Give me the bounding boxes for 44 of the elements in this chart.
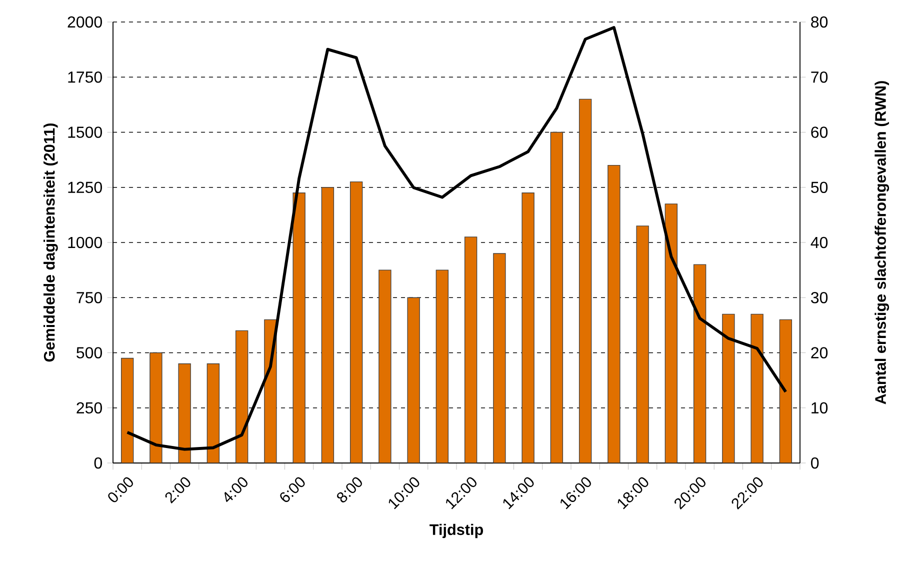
bar [493, 253, 506, 463]
y-tick-label: 1500 [68, 126, 102, 138]
y-tick-label: 1750 [68, 71, 102, 83]
bar [608, 164, 620, 463]
y-tick-label: 0 [94, 457, 102, 469]
bar [636, 226, 649, 463]
bar [693, 264, 706, 463]
y2-tick-label: 80 [811, 16, 828, 28]
y-tick-label: 1250 [68, 182, 102, 194]
y-tick-label: 500 [76, 347, 102, 358]
y2-tick-label: 50 [811, 182, 828, 194]
x-axis-title: Tijdstip [430, 524, 484, 538]
y-tick-label: 2000 [68, 16, 102, 28]
bar [464, 236, 478, 463]
y2-tick-label: 40 [810, 236, 828, 248]
y2-tick-label: 70 [811, 71, 828, 83]
bar [522, 192, 534, 463]
y2-tick-label: 10 [812, 402, 828, 414]
y-axis-title: Gemiddelde dagintensiteit (2011) [44, 124, 58, 362]
bar [350, 182, 363, 463]
x-tick-label: 6:00 [280, 477, 305, 502]
bar [550, 132, 564, 463]
bar [664, 204, 678, 463]
bar [407, 297, 420, 463]
y2-tick-label: 0 [811, 457, 819, 469]
bar [235, 330, 248, 463]
line-series [126, 26, 788, 451]
bar [321, 187, 334, 463]
bar [436, 270, 449, 463]
y2-tick-label: 30 [811, 292, 828, 304]
y-tick-label: 750 [76, 292, 102, 304]
x-tick-label: 4:00 [224, 477, 248, 502]
x-tick-label: 0:00 [108, 477, 133, 502]
bar [378, 270, 392, 463]
y-tick-label: 1000 [68, 236, 102, 248]
y2-tick-label: 60 [811, 126, 828, 138]
bar [206, 363, 220, 463]
y2-tick-label: 20 [811, 347, 828, 358]
x-tick-label: 8:00 [337, 477, 362, 502]
y2-axis-title: Aantal ernstige slachtofferongevallen (RWN) [874, 81, 890, 404]
bar [120, 358, 134, 463]
bar [779, 319, 792, 463]
y-tick-label: 250 [76, 402, 102, 414]
bar [578, 98, 592, 463]
